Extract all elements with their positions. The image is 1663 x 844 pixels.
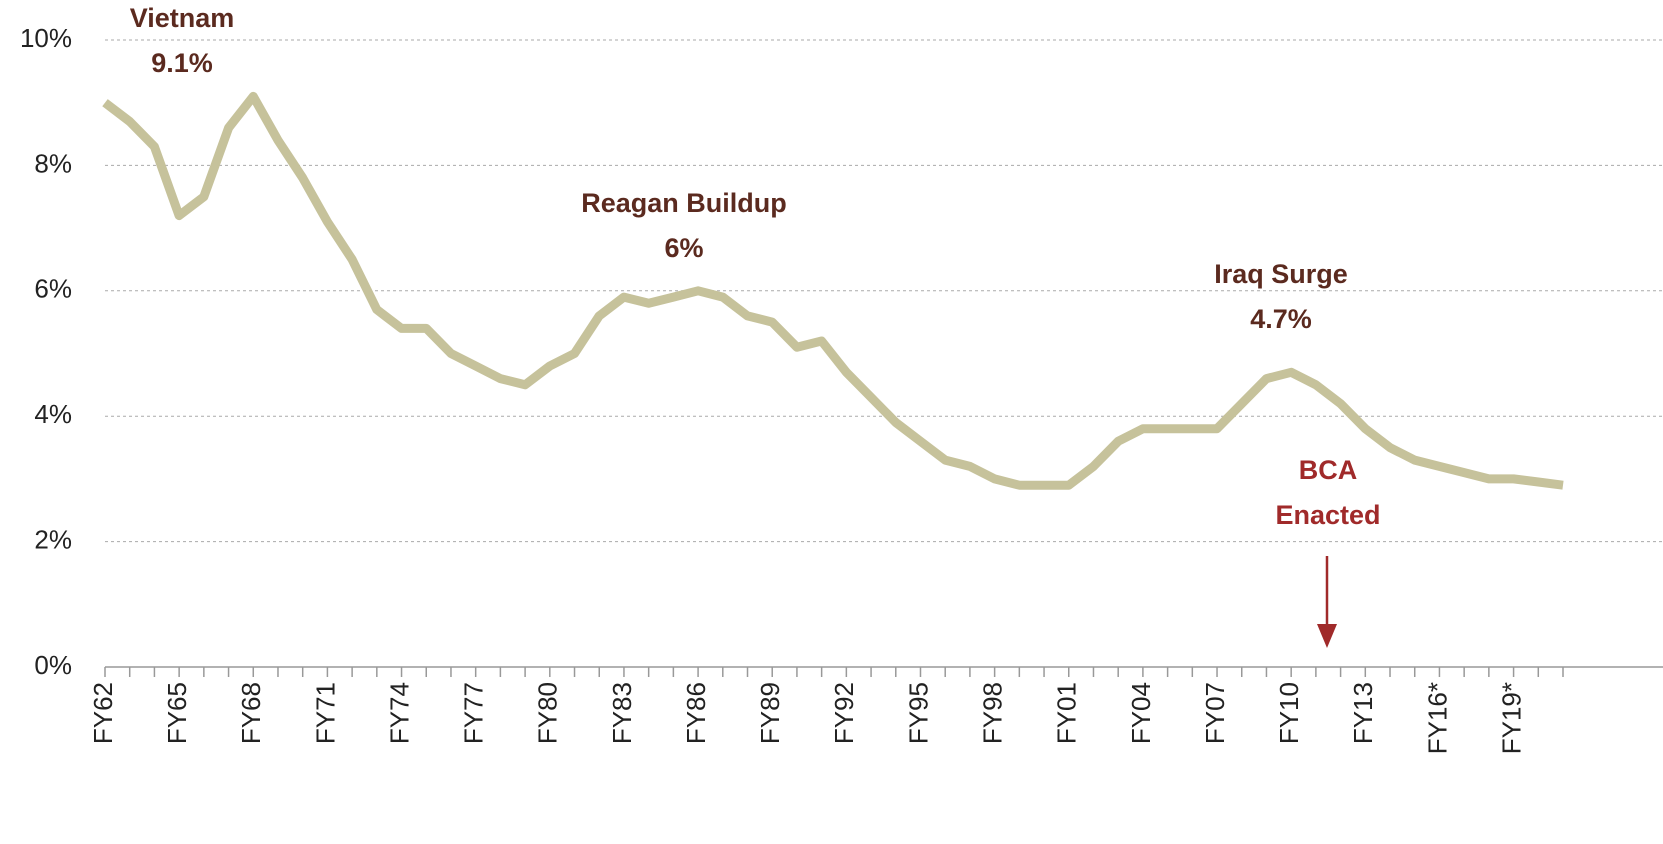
x-tick-label: FY07: [1200, 682, 1230, 744]
x-tick-label: FY95: [903, 682, 933, 744]
x-tick-label: FY01: [1052, 682, 1082, 744]
x-tick-label: FY74: [384, 682, 414, 744]
annotation: Vietnam: [130, 3, 235, 33]
y-tick-label: 0%: [34, 650, 72, 680]
x-tick-label: FY13: [1348, 682, 1378, 744]
arrow-head: [1317, 624, 1337, 648]
x-tick-label: FY16*: [1422, 682, 1452, 754]
x-tick-label: FY71: [310, 682, 340, 744]
annotation: 6%: [664, 233, 703, 263]
x-tick-label: FY89: [755, 682, 785, 744]
annotation: Reagan Buildup: [581, 188, 787, 218]
annotation: Iraq Surge: [1214, 259, 1348, 289]
x-tick-label: FY10: [1274, 682, 1304, 744]
annotation: BCA: [1299, 455, 1358, 485]
x-tick-label: FY86: [681, 682, 711, 744]
x-tick-label: FY65: [162, 682, 192, 744]
annotation: 9.1%: [151, 48, 213, 78]
y-tick-label: 8%: [34, 148, 72, 178]
y-tick-label: 10%: [20, 23, 72, 53]
annotation: Enacted: [1275, 500, 1380, 530]
data-line: [102, 91, 1564, 490]
y-tick-label: 2%: [34, 524, 72, 554]
annotation: 4.7%: [1250, 304, 1312, 334]
x-tick-label: FY83: [607, 682, 637, 744]
y-tick-label: 4%: [34, 399, 72, 429]
x-tick-label: FY98: [978, 682, 1008, 744]
x-tick-label: FY68: [236, 682, 266, 744]
x-tick-label: FY04: [1126, 682, 1156, 744]
y-tick-label: 6%: [34, 274, 72, 304]
x-tick-label: FY19*: [1496, 682, 1526, 754]
x-tick-label: FY92: [829, 682, 859, 744]
x-tick-label: FY62: [88, 682, 118, 744]
x-tick-label: FY77: [459, 682, 489, 744]
x-tick-label: FY80: [533, 682, 563, 744]
